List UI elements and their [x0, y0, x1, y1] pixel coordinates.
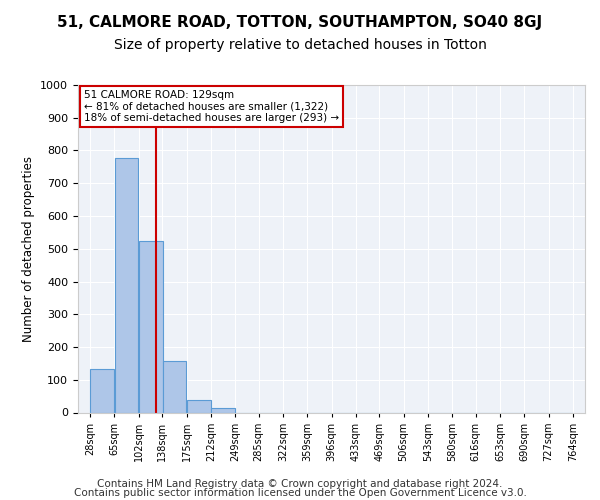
Bar [139, 240, 163, 412]
Text: 51 CALMORE ROAD: 129sqm
← 81% of detached houses are smaller (1,322)
18% of semi: 51 CALMORE ROAD: 129sqm ← 81% of detache… [84, 90, 339, 123]
Text: Contains public sector information licensed under the Open Government Licence v3: Contains public sector information licen… [74, 488, 526, 498]
Bar [115, 158, 139, 412]
Text: Size of property relative to detached houses in Totton: Size of property relative to detached ho… [113, 38, 487, 52]
Bar [187, 400, 211, 412]
Text: 51, CALMORE ROAD, TOTTON, SOUTHAMPTON, SO40 8GJ: 51, CALMORE ROAD, TOTTON, SOUTHAMPTON, S… [58, 15, 542, 30]
Bar [163, 361, 187, 412]
Bar [211, 408, 235, 412]
Bar [91, 369, 114, 412]
Text: Contains HM Land Registry data © Crown copyright and database right 2024.: Contains HM Land Registry data © Crown c… [97, 479, 503, 489]
Y-axis label: Number of detached properties: Number of detached properties [22, 156, 35, 342]
